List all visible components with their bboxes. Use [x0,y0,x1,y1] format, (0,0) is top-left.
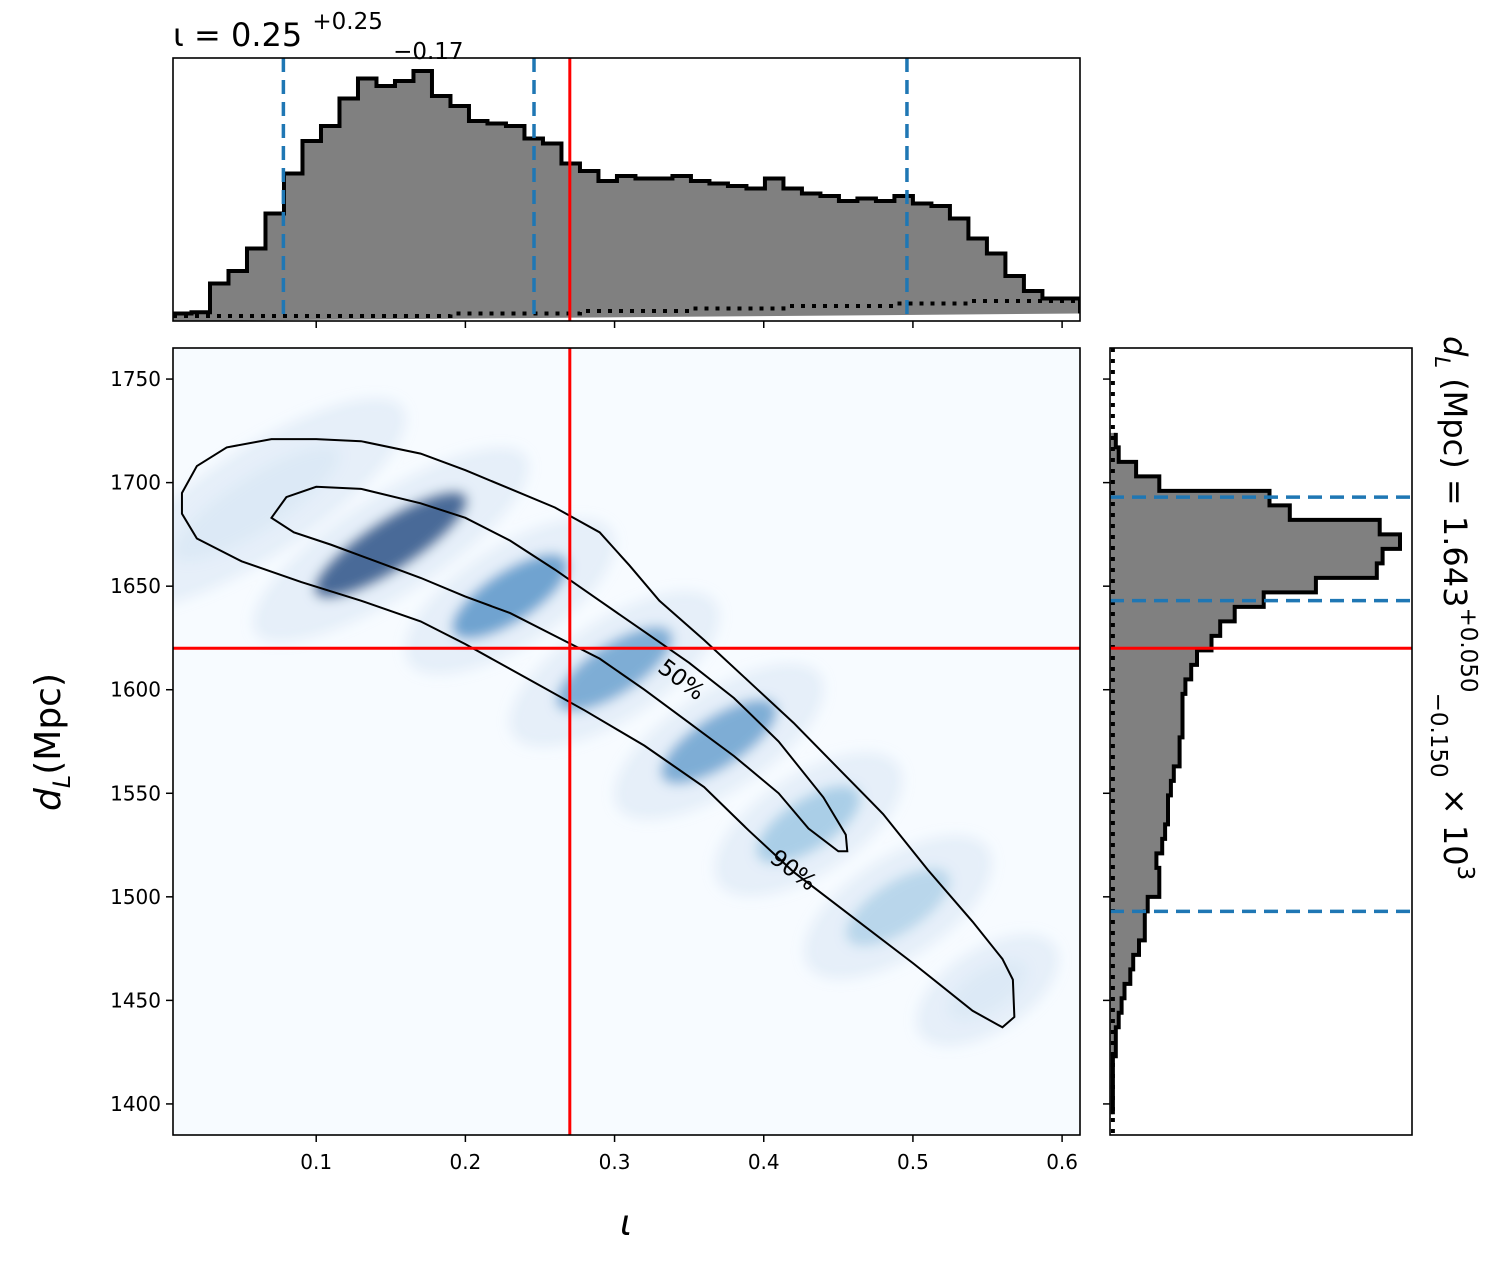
iota-histogram-fill [173,71,1080,321]
y-tick-label-5: 1650 [110,574,161,598]
y-tick-label-0: 1400 [110,1092,161,1116]
dL-title-symbol: d [1436,336,1474,357]
y-tick-label-1: 1450 [110,988,161,1012]
iota-prior-dotted-line [173,299,1080,318]
dL-title-value: (Mpc) = 1.643 [1436,368,1474,607]
iota-title-main: ι = 0.25 [173,16,302,54]
joint-density-panel: 50%90% 0.1 0.2 0.3 0.4 0.5 0.6 14001450150015… [28,347,1081,1244]
y-tick-label-2: 1500 [110,885,161,909]
contour-50-percent [270,485,849,853]
dL-histogram-fill [1110,432,1400,1115]
x-tick-label-4: 0.5 [897,1150,929,1174]
dL-title-plus: +0.050 [1455,607,1481,692]
ylabel-symbol: d [28,787,69,811]
iota-histogram-outline [173,69,1080,316]
dL-marginal-panel: dL (Mpc) = 1.643+0.050−0.150 × 103 [1103,336,1481,1136]
dL-title-subscript: L [1430,356,1454,368]
density-heatmap [173,398,1059,1046]
x-tick-label-2: 0.3 [599,1150,631,1174]
x-tick-label-3: 0.4 [748,1150,780,1174]
dL-title-minus: −0.150 [1425,693,1451,778]
iota-marginal-frame [172,57,1081,322]
iota-marginal-title: ι = 0.25 +0.25 −0.17 [173,0,464,65]
dL-title-scale: × 10 [1436,778,1474,866]
iota-marginal-panel: ι = 0.25 +0.25 −0.17 [172,0,1081,328]
y-tick-label-3: 1550 [110,781,161,805]
ylabel-unit: (Mpc) [28,673,69,775]
joint-panel-frame [172,347,1081,1136]
iota-title-minus: −0.17 [393,39,463,65]
x-tick-label-1: 0.2 [449,1150,481,1174]
x-tick-label-5: 0.6 [1046,1150,1078,1174]
density-halo-2 [405,518,616,675]
dL-histogram-outline [1110,432,1402,1115]
ylabel-subscript: L [48,775,76,788]
dL-title-exponent: 3 [1452,866,1478,881]
x-axis-label: ι [620,1203,632,1244]
density-halo-6 [803,835,993,980]
density-halo-5 [714,752,903,897]
density-halo-1 [252,447,529,642]
y-tick-label-6: 1700 [110,471,161,495]
contour-90-percent [180,438,1016,1029]
y-tick-label-4: 1600 [110,678,161,702]
y-tick-label-7: 1750 [110,367,161,391]
dL-marginal-frame [1109,347,1413,1136]
dL-marginal-title: dL (Mpc) = 1.643+0.050−0.150 × 103 [1425,336,1481,880]
x-tick-label-0: 0.1 [300,1150,332,1174]
density-halo-7 [916,934,1059,1046]
iota-title-plus: +0.25 [312,9,382,35]
y-axis-label: dL(Mpc) [28,673,76,811]
density-halo-0 [173,398,406,609]
